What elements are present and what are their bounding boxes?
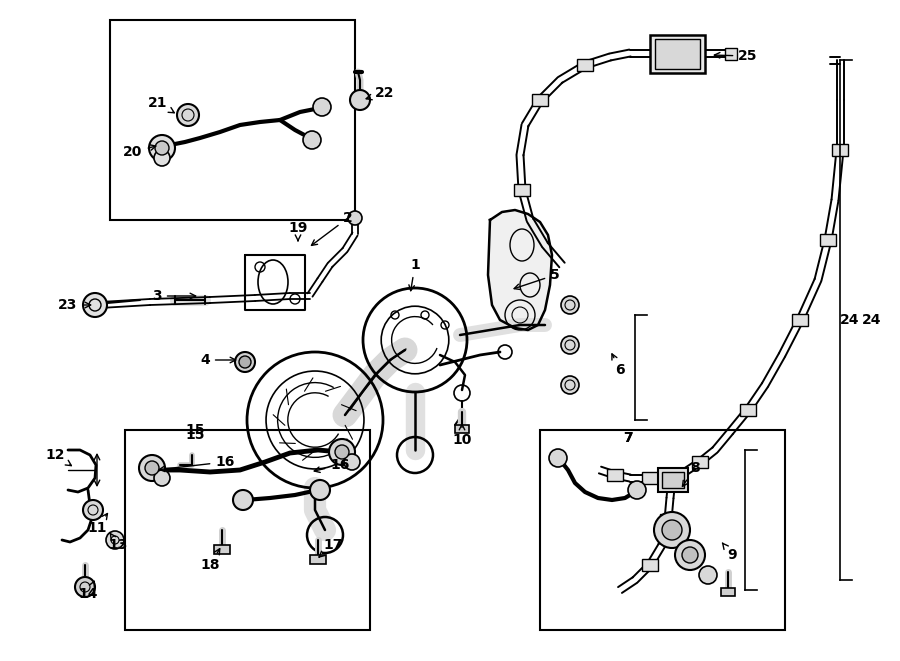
Text: 16: 16: [159, 455, 235, 472]
Bar: [832, 144, 848, 156]
Bar: [650, 35, 705, 73]
Text: 19: 19: [288, 221, 308, 241]
Polygon shape: [488, 210, 552, 330]
Circle shape: [561, 296, 579, 314]
Text: 16: 16: [314, 458, 350, 473]
Circle shape: [75, 577, 95, 597]
Circle shape: [303, 131, 321, 149]
Circle shape: [310, 480, 330, 500]
Circle shape: [561, 336, 579, 354]
Bar: [642, 472, 658, 484]
Text: 12: 12: [45, 448, 71, 465]
Bar: [540, 430, 785, 630]
Text: 2: 2: [311, 211, 353, 245]
Circle shape: [699, 566, 717, 584]
Circle shape: [313, 98, 331, 116]
Circle shape: [145, 461, 159, 475]
Circle shape: [154, 470, 170, 486]
Bar: [514, 184, 530, 196]
Bar: [658, 468, 688, 492]
Text: 21: 21: [148, 96, 175, 113]
Text: 6: 6: [612, 354, 625, 377]
Circle shape: [628, 481, 646, 499]
Text: 3: 3: [152, 289, 195, 303]
Bar: [721, 588, 735, 596]
Bar: [662, 472, 684, 488]
Text: 24: 24: [841, 313, 859, 327]
Bar: [725, 48, 737, 60]
Bar: [214, 545, 230, 554]
Text: 20: 20: [123, 145, 156, 159]
Bar: [740, 404, 756, 416]
Bar: [110, 20, 355, 220]
Circle shape: [83, 500, 103, 520]
Bar: [792, 314, 808, 326]
Circle shape: [155, 141, 169, 155]
Bar: [642, 559, 658, 571]
Circle shape: [682, 547, 698, 563]
Circle shape: [561, 376, 579, 394]
Circle shape: [675, 540, 705, 570]
Text: 1: 1: [409, 258, 420, 291]
Text: 25: 25: [715, 49, 758, 63]
Bar: [655, 39, 700, 69]
Circle shape: [83, 293, 107, 317]
Circle shape: [106, 531, 124, 549]
Circle shape: [239, 356, 251, 368]
Circle shape: [233, 490, 253, 510]
Circle shape: [662, 520, 682, 540]
Bar: [577, 59, 593, 71]
Circle shape: [154, 150, 170, 166]
Text: 4: 4: [200, 353, 236, 367]
Bar: [532, 94, 548, 106]
Circle shape: [549, 449, 567, 467]
Circle shape: [329, 439, 355, 465]
Text: 10: 10: [453, 424, 472, 447]
Text: 9: 9: [723, 543, 737, 562]
Bar: [820, 234, 836, 246]
Circle shape: [350, 90, 370, 110]
Text: 8: 8: [682, 461, 700, 486]
Text: 7: 7: [623, 431, 633, 445]
Bar: [607, 469, 623, 481]
Text: 15: 15: [185, 423, 205, 437]
Circle shape: [149, 135, 175, 161]
Bar: [660, 514, 676, 526]
Text: 17: 17: [320, 538, 343, 557]
Text: 24: 24: [862, 313, 881, 327]
Circle shape: [139, 455, 165, 481]
Circle shape: [654, 512, 690, 548]
Bar: [310, 555, 326, 564]
Text: 15: 15: [185, 428, 205, 442]
Bar: [692, 456, 708, 468]
Text: 22: 22: [366, 86, 395, 100]
Bar: [455, 425, 469, 433]
Bar: [125, 430, 370, 630]
Circle shape: [335, 445, 349, 459]
Text: 7: 7: [623, 431, 633, 445]
Text: 23: 23: [58, 298, 91, 312]
Circle shape: [344, 454, 360, 470]
Text: 13: 13: [108, 533, 128, 552]
Circle shape: [177, 104, 199, 126]
Circle shape: [348, 211, 362, 225]
Text: 5: 5: [514, 268, 560, 290]
Text: 11: 11: [87, 514, 107, 535]
Text: 18: 18: [200, 549, 220, 572]
Circle shape: [235, 352, 255, 372]
Text: 14: 14: [78, 581, 98, 601]
